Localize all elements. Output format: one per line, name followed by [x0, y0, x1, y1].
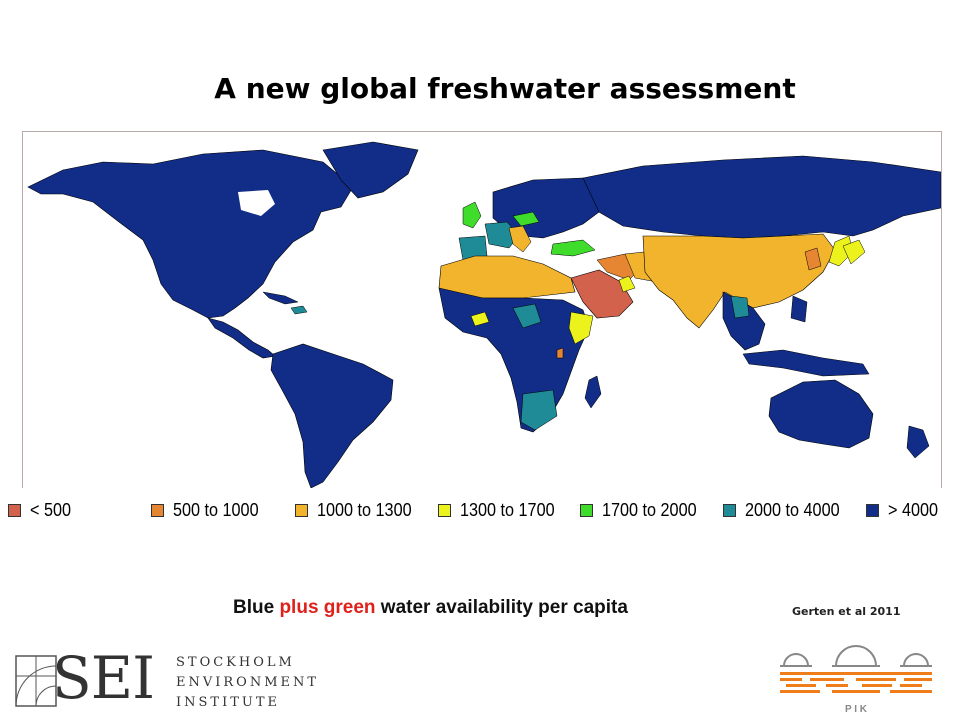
- legend-label: > 4000: [888, 500, 939, 520]
- sei-logo-icon: [15, 655, 57, 707]
- region-australia: [768, 379, 874, 449]
- sei-logo-letters: SEI: [52, 644, 155, 712]
- legend-swatch: [438, 504, 451, 517]
- sei-name: STOCKHOLM ENVIRONMENT INSTITUTE: [176, 653, 319, 713]
- pik-logo-icon: P I K: [780, 645, 932, 715]
- sei-name-line: STOCKHOLM: [176, 655, 295, 670]
- region-north-asia: [582, 155, 941, 239]
- legend-swatch: [723, 504, 736, 517]
- subtitle-part: Blue: [233, 597, 280, 618]
- region-south-america: [270, 343, 394, 488]
- pik-logo-text: P I K: [845, 704, 868, 715]
- citation: Gerten et al 2011: [792, 605, 901, 618]
- subtitle-highlight: plus green: [279, 597, 376, 618]
- legend-swatch: [151, 504, 164, 517]
- map-subtitle: Blue plus green water availability per c…: [233, 597, 628, 619]
- world-map-svg: [27, 141, 941, 488]
- legend-label: < 500: [30, 500, 71, 520]
- legend-label: 500 to 1000: [173, 500, 259, 520]
- region-greenland: [322, 141, 419, 199]
- legend-swatch: [295, 504, 308, 517]
- region-central-america: [207, 317, 276, 359]
- region-middle-east: [570, 269, 634, 319]
- sei-name-line: INSTITUTE: [176, 695, 281, 710]
- subtitle-part: water availability per capita: [375, 597, 628, 618]
- region-north-america: [27, 149, 354, 319]
- world-map: [22, 131, 942, 488]
- legend-label: 1700 to 2000: [602, 500, 697, 520]
- legend-swatch: [580, 504, 593, 517]
- legend-swatch: [8, 504, 21, 517]
- map-legend: < 500 500 to 1000 1000 to 1300 1300 to 1…: [8, 500, 958, 524]
- legend-label: 2000 to 4000: [745, 500, 840, 520]
- legend-label: 1300 to 1700: [460, 500, 555, 520]
- legend-label: 1000 to 1300: [317, 500, 412, 520]
- slide-title: A new global freshwater assessment: [214, 72, 796, 105]
- legend-swatch: [866, 504, 879, 517]
- sei-name-line: ENVIRONMENT: [176, 675, 320, 690]
